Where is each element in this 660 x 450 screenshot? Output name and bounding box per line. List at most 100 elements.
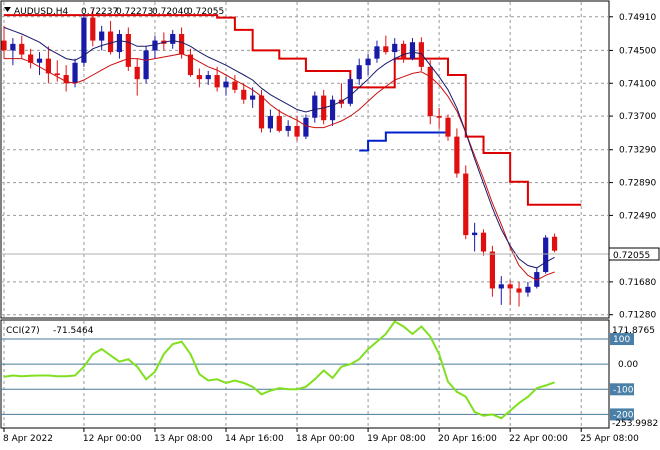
cci-panel-frame (0, 319, 610, 429)
candle-body (99, 31, 105, 41)
candle-body (10, 43, 16, 51)
price-tick-label: 0.73700 (619, 112, 656, 122)
current-price-box (608, 247, 660, 261)
cci-line (3, 320, 555, 420)
candle-body (551, 236, 558, 251)
candles-layer (1, 9, 558, 307)
candle-body (525, 286, 531, 293)
price-tick-label: 0.71280 (619, 311, 656, 321)
candle-body (480, 232, 487, 252)
candle-body (427, 66, 433, 117)
cci-level-box (610, 383, 634, 396)
close-value: 0.72055 (187, 7, 224, 17)
price-tick-label: 0.72890 (619, 179, 656, 189)
cci-level-box (610, 333, 634, 346)
candle-body (241, 89, 247, 100)
candle-body (45, 58, 51, 74)
candle-body (214, 75, 220, 88)
candle-body (187, 54, 194, 76)
candle-body (258, 95, 265, 129)
candle-body (365, 58, 371, 66)
candle-body (312, 95, 318, 118)
time-axis: 8 Apr 2022 12 Apr 00:00 13 Apr 08:00 14 Apr… (3, 428, 639, 444)
candle-body (498, 284, 504, 289)
time-tick-label: 19 Apr 08:00 (367, 434, 426, 444)
moving-averages-layer (3, 26, 555, 281)
candle-body (107, 31, 114, 53)
candle-body (232, 81, 238, 90)
time-tick-label: 12 Apr 00:00 (83, 434, 142, 444)
candle-body (383, 46, 389, 53)
current-price-label: 0.72055 (613, 251, 650, 261)
price-tick-label: 0.74100 (619, 79, 656, 89)
candle-body (401, 43, 407, 59)
candle-body (116, 34, 123, 53)
candle-body (454, 136, 460, 174)
candle-body (125, 34, 131, 67)
candle-body (507, 284, 513, 289)
price-tick-label: 0.73290 (619, 146, 656, 156)
candle-body (294, 125, 300, 137)
chart-header: AUDUSD,H4 0.72237 0.72273 0.72040 0.7205… (4, 7, 224, 17)
open-value: 0.72237 (81, 7, 118, 17)
candle-body (392, 43, 398, 53)
candle-body (472, 232, 478, 236)
time-tick-label: 20 Apr 16:00 (438, 434, 497, 444)
price-tick-label: 0.74500 (619, 46, 656, 56)
lower-band-line (359, 131, 448, 152)
time-tick-label: 22 Apr 00:00 (509, 434, 568, 444)
cci-layer: 100 0.00 -100 -200 (1, 320, 638, 421)
cci-level-label: -200 (613, 410, 634, 420)
candle-body (285, 125, 291, 131)
candle-body (409, 42, 416, 59)
candle-body (143, 50, 149, 80)
time-tick-label: 14 Apr 16:00 (225, 434, 284, 444)
candle-body (72, 62, 78, 84)
candle-body (374, 46, 380, 59)
candle-body (534, 272, 540, 287)
candle-body (303, 117, 309, 137)
candle-body (276, 116, 282, 131)
candle-body (250, 95, 256, 100)
low-value: 0.72040 (152, 7, 189, 17)
cci-level-label: 100 (613, 335, 630, 345)
symbol-label: AUDUSD,H4 (14, 7, 69, 17)
candle-body (90, 17, 96, 41)
main-panel-frame (0, 0, 610, 319)
high-value: 0.72273 (116, 7, 153, 17)
candle-body (356, 65, 362, 80)
candle-body (196, 75, 202, 80)
cci-header: CCI(27) -71.5464 (6, 326, 94, 336)
dropdown-triangle-icon[interactable] (4, 7, 11, 12)
candle-body (205, 75, 211, 80)
candle-body (329, 99, 336, 121)
time-tick-label: 8 Apr 2022 (3, 434, 53, 444)
candle-body (152, 40, 158, 51)
candle-body (63, 75, 69, 84)
price-tick-label: 0.72490 (619, 211, 656, 221)
price-tick-label: 0.74910 (619, 13, 656, 23)
candle-body (134, 66, 140, 80)
cci-name: CCI(27) (6, 326, 40, 336)
time-tick-label: 25 Apr 08:00 (580, 434, 639, 444)
candle-body (516, 288, 522, 293)
candle-body (418, 42, 424, 67)
candle-body (28, 54, 34, 63)
candle-body (543, 237, 549, 273)
cci-value: -71.5464 (53, 326, 94, 336)
candle-body (267, 116, 273, 129)
candle-body (445, 117, 451, 137)
candle-body (54, 73, 60, 76)
candle-body (1, 40, 7, 51)
cci-min-label: -253.9982 (612, 419, 658, 429)
fast-moving-average (3, 26, 555, 269)
candle-body (436, 116, 442, 118)
cci-level-label: 0.00 (618, 360, 638, 370)
candle-body (81, 17, 87, 63)
time-tick-label: 13 Apr 08:00 (154, 434, 213, 444)
price-tick-label: 0.71680 (619, 278, 656, 288)
cci-level-label: -100 (613, 385, 634, 395)
time-tick-label: 18 Apr 00:00 (296, 434, 355, 444)
candle-body (347, 79, 353, 104)
